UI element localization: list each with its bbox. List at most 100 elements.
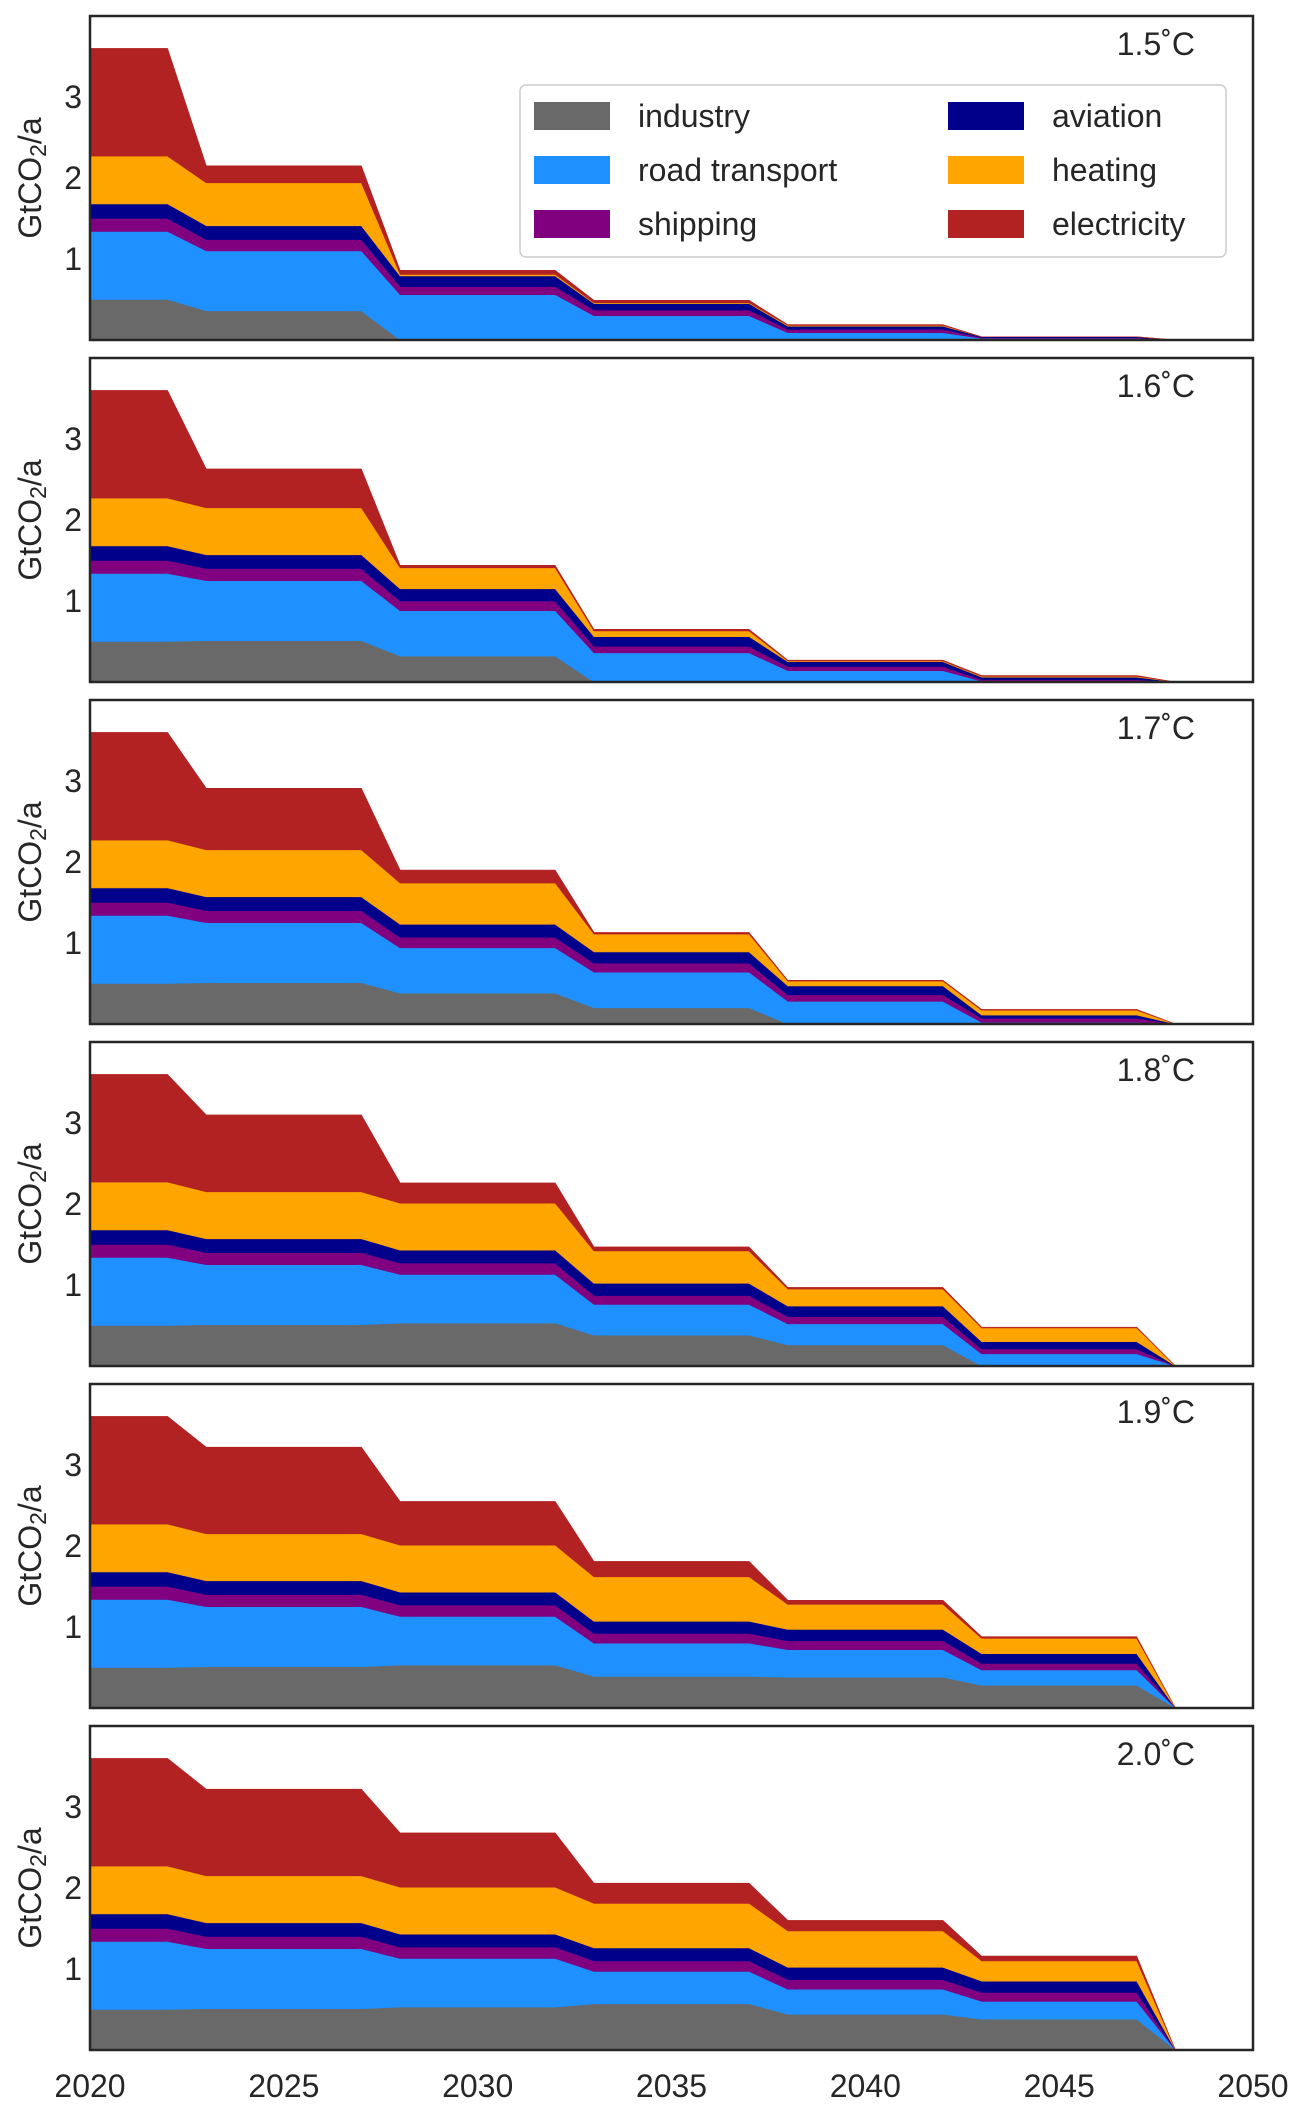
y-tick-label: 3 [64, 1105, 82, 1141]
x-tick-label: 2030 [442, 2068, 513, 2104]
stacked-areas [90, 48, 1176, 340]
legend-item-heating: heating [948, 152, 1157, 188]
scenario-label: 1.9˚C [1117, 1394, 1195, 1430]
y-axis-label-subscript: 2 [25, 486, 51, 499]
y-axis-label-main: GtCO [12, 157, 48, 239]
x-tick-label: 2040 [830, 2068, 901, 2104]
y-axis-label-main: GtCO [12, 1525, 48, 1607]
y-axis-label-suffix: /a [12, 1827, 48, 1854]
legend: industry road transport shipping aviation he… [519, 84, 1227, 258]
stacked-areas [90, 732, 1176, 1024]
y-tick-label: 2 [64, 160, 82, 196]
x-tick-label: 2045 [1024, 2068, 1095, 2104]
y-axis-label-subscript: 2 [25, 828, 51, 841]
y-axis-label-main: GtCO [12, 499, 48, 581]
y-tick-label: 3 [64, 79, 82, 115]
stacked-areas [90, 1074, 1176, 1366]
legend-item-shipping: shipping [534, 206, 757, 242]
legend-swatch [948, 156, 1024, 184]
scenario-label: 1.7˚C [1117, 710, 1195, 746]
area-electricity [90, 1758, 1176, 2050]
y-axis-label-subscript: 2 [25, 144, 51, 157]
legend-label: heating [1052, 152, 1157, 188]
panel-frame [88, 1382, 1255, 1710]
y-axis-label-main: GtCO [12, 1183, 48, 1265]
panel-frame [88, 1040, 1255, 1368]
y-axis-label: GtCO2/a [12, 801, 51, 922]
area-electricity [90, 1074, 1176, 1366]
y-tick-label: 2 [64, 1186, 82, 1222]
y-tick-label: 2 [64, 844, 82, 880]
legend-item-aviation: aviation [948, 98, 1162, 134]
legend-item-road: road transport [534, 152, 837, 188]
y-axis-label-main: GtCO [12, 841, 48, 923]
y-tick-label: 3 [64, 763, 82, 799]
legend-label: road transport [638, 152, 837, 188]
scenario-label: 1.5˚C [1117, 26, 1195, 62]
scenario-label: 1.8˚C [1117, 1052, 1195, 1088]
y-tick-label: 1 [64, 1609, 82, 1645]
y-axis-label-subscript: 2 [25, 1512, 51, 1525]
y-axis-label: GtCO2/a [12, 117, 51, 238]
scenario-label: 1.6˚C [1117, 368, 1195, 404]
y-tick-label: 1 [64, 925, 82, 961]
y-tick-label: 2 [64, 502, 82, 538]
x-tick-label: 2020 [54, 2068, 125, 2104]
y-axis-label-main: GtCO [12, 1867, 48, 1949]
panel-frame [88, 698, 1255, 1026]
legend-swatch [534, 156, 610, 184]
panel-frame [88, 1724, 1255, 2052]
stacked-areas [90, 1416, 1176, 1708]
scenario-label: 2.0˚C [1117, 1736, 1195, 1772]
y-axis-label-suffix: /a [12, 459, 48, 486]
y-tick-label: 1 [64, 241, 82, 277]
y-axis-label: GtCO2/a [12, 1485, 51, 1606]
y-axis-label: GtCO2/a [12, 1827, 51, 1948]
area-electricity [90, 48, 1176, 340]
legend-swatch [948, 102, 1024, 130]
legend-swatch [948, 210, 1024, 238]
y-axis-label-suffix: /a [12, 1143, 48, 1170]
stacked-areas [90, 390, 1176, 682]
legend-label: industry [638, 98, 750, 134]
y-axis-label: GtCO2/a [12, 1143, 51, 1264]
area-electricity [90, 1416, 1176, 1708]
area-electricity [90, 732, 1176, 1024]
y-axis-label-subscript: 2 [25, 1854, 51, 1867]
stacked-areas [90, 1758, 1176, 2050]
panel-frame [88, 14, 1255, 342]
y-tick-label: 1 [64, 1267, 82, 1303]
legend-label: shipping [638, 206, 757, 242]
area-industry [90, 299, 1176, 340]
y-tick-label: 3 [64, 1789, 82, 1825]
y-axis-label-suffix: /a [12, 117, 48, 144]
y-axis-label-suffix: /a [12, 1485, 48, 1512]
x-tick-label: 2050 [1217, 2068, 1288, 2104]
legend-item-electricity: electricity [948, 206, 1185, 242]
legend-label: aviation [1052, 98, 1162, 134]
x-tick-label: 2025 [248, 2068, 319, 2104]
legend-swatch [534, 102, 610, 130]
y-axis-label: GtCO2/a [12, 459, 51, 580]
legend-item-industry: industry [534, 98, 750, 134]
y-tick-label: 3 [64, 1447, 82, 1483]
area-electricity [90, 390, 1176, 682]
y-tick-label: 1 [64, 1951, 82, 1987]
y-tick-label: 2 [64, 1528, 82, 1564]
x-tick-label: 2035 [636, 2068, 707, 2104]
y-axis-label-suffix: /a [12, 801, 48, 828]
legend-swatch [534, 210, 610, 238]
y-tick-label: 2 [64, 1870, 82, 1906]
legend-label: electricity [1052, 206, 1185, 242]
panel-frame [88, 356, 1255, 684]
y-tick-label: 1 [64, 583, 82, 619]
legend-frame [519, 84, 1227, 258]
y-axis-label-subscript: 2 [25, 1170, 51, 1183]
